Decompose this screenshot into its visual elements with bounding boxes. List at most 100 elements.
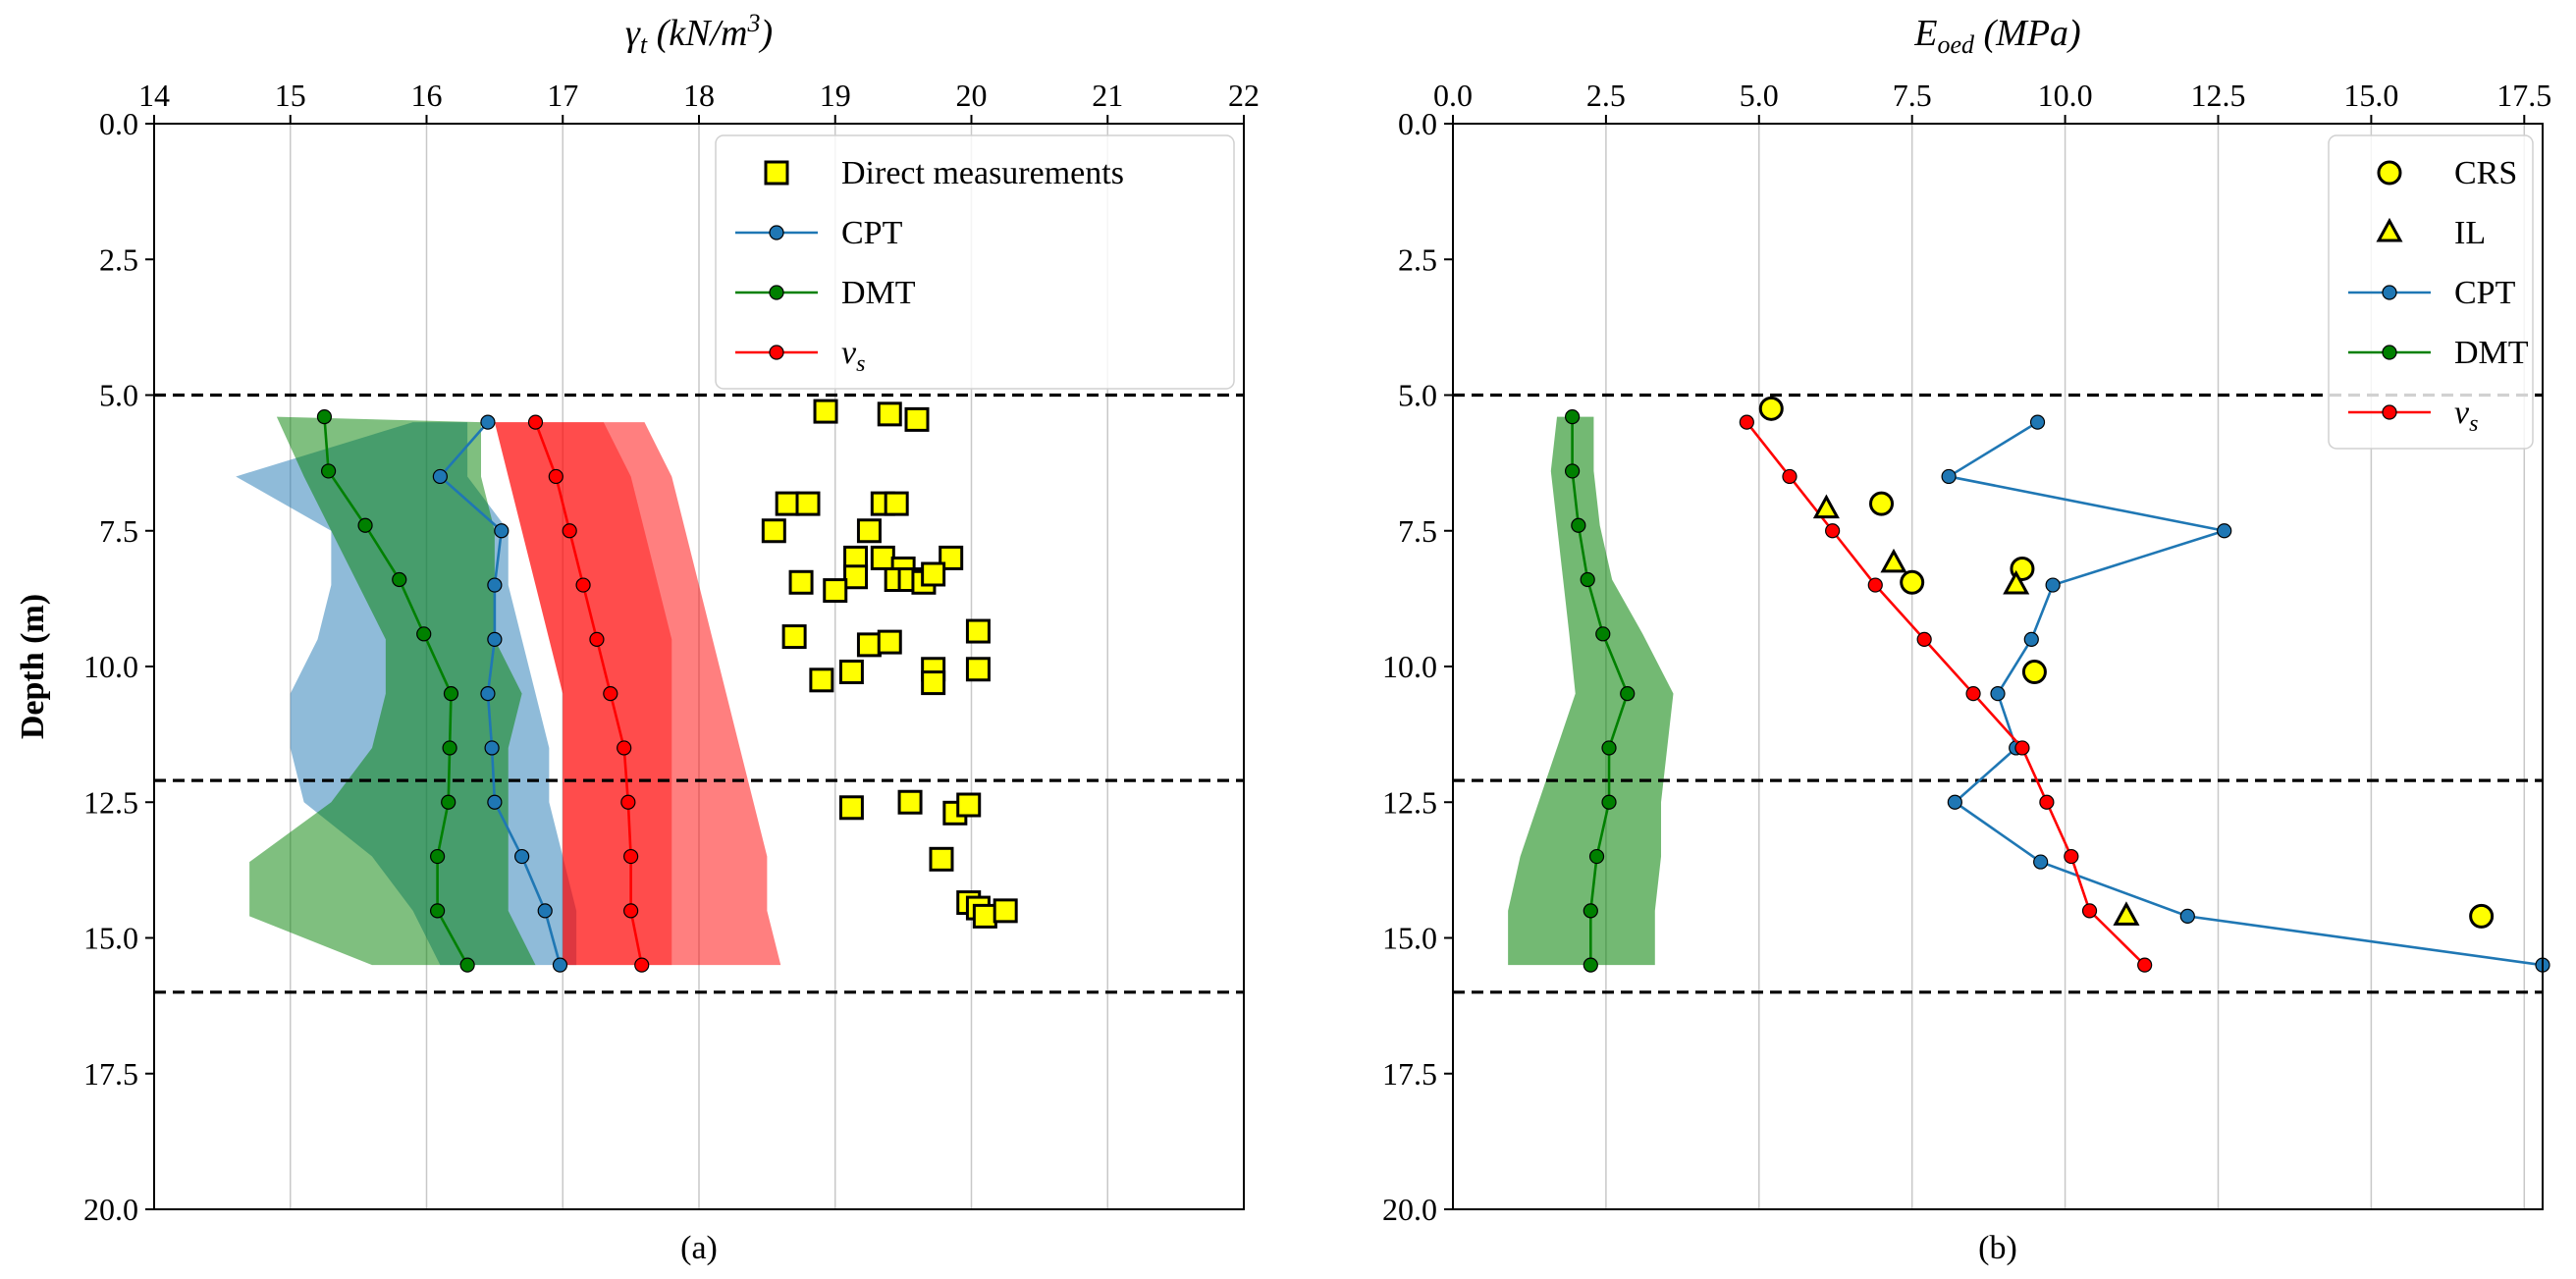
legend-label: vs <box>841 335 865 377</box>
cpt-point <box>487 577 503 593</box>
dmt-point <box>1601 794 1617 810</box>
cpt-point <box>487 631 503 647</box>
legend-direct-marker <box>764 160 789 186</box>
legend-label: DMT <box>2454 335 2529 371</box>
direct-measurement-marker <box>843 564 869 590</box>
legend-label: CRS <box>2454 155 2517 191</box>
vs-point <box>617 740 632 756</box>
dmt-point <box>1580 571 1595 588</box>
vs-range-band <box>494 422 781 966</box>
legend-crs-marker <box>2377 160 2402 186</box>
y-tick-label: 7.5 <box>1398 513 1437 549</box>
x-tick-label: 18 <box>683 78 715 113</box>
cpt-point <box>2179 908 2195 924</box>
direct-measurement-marker <box>870 545 895 570</box>
x-tick-label: 2.5 <box>1586 78 1626 113</box>
cpt-point <box>537 903 553 919</box>
direct-measurement-marker <box>838 660 864 685</box>
x-tick-label: 14 <box>138 78 170 113</box>
direct-measurement-marker <box>965 618 991 644</box>
x-axis-title: Eoed (MPa) <box>1913 13 2080 59</box>
cpt-point <box>480 414 496 430</box>
dmt-point <box>316 409 333 425</box>
legend-cpt-marker <box>769 225 784 240</box>
vs-point <box>527 414 544 430</box>
cpt-point <box>2217 523 2232 539</box>
cpt-point <box>432 468 448 485</box>
dmt-point <box>430 848 446 865</box>
cpt-point <box>514 848 530 865</box>
y-tick-label: 0.0 <box>1398 106 1437 141</box>
direct-measurement-marker <box>775 491 800 516</box>
dmt-point <box>357 517 373 533</box>
cpt-point <box>1947 794 1962 810</box>
legend-label: IL <box>2454 215 2486 251</box>
legend-dmt-marker <box>2382 345 2397 360</box>
x-tick-label: 12.5 <box>2190 78 2245 113</box>
crs-marker <box>2469 903 2495 929</box>
direct-measurement-marker <box>965 657 991 682</box>
vs-point <box>1739 414 1754 430</box>
cpt-point <box>2023 631 2039 647</box>
x-tick-label: 20 <box>956 78 988 113</box>
vs-point <box>2014 740 2030 756</box>
y-axis-label: Depth (m) <box>15 594 51 739</box>
vs-point <box>620 794 636 810</box>
dmt-point <box>442 740 457 756</box>
cpt-line <box>1945 421 2544 967</box>
y-tick-label: 10.0 <box>1382 649 1437 684</box>
direct-measurement-marker <box>823 578 848 604</box>
dmt-point <box>430 903 446 919</box>
cpt-point <box>1990 686 2006 702</box>
panel-b: 0.0 2.5 5.0 7.5 10.0 12.5 15.0 17.5 0.0 2.5 5.0 7.5… <box>1382 13 2551 1266</box>
vs-point <box>2039 794 2055 810</box>
y-tick-label: 20.0 <box>1382 1192 1437 1227</box>
x-tick-label: 5.0 <box>1740 78 1779 113</box>
vs-point <box>589 631 605 647</box>
x-tick-label: 15.0 <box>2343 78 2398 113</box>
y-tick-label: 5.0 <box>99 378 138 413</box>
direct-measurement-marker <box>788 569 814 595</box>
vs-point <box>2137 957 2153 973</box>
y-tick-label: 12.5 <box>83 784 138 820</box>
vs-point <box>2081 903 2098 919</box>
direct-measurement-marker <box>761 518 786 544</box>
legend-label: CPT <box>2454 275 2516 311</box>
vs-point <box>548 468 564 485</box>
panel-a: 14 15 16 17 18 19 20 21 22 0.0 2.5 5.0 7.5 10.0 12.5 15… <box>15 9 1260 1266</box>
cpt-point <box>480 686 496 702</box>
direct-measurement-marker <box>929 846 954 872</box>
cpt-point <box>484 740 500 756</box>
panel-label: (b) <box>1978 1230 2017 1266</box>
x-tick-label: 19 <box>820 78 851 113</box>
legend-box <box>715 134 1235 390</box>
direct-measurement-marker <box>993 898 1018 924</box>
direct-measurement-marker <box>921 670 946 696</box>
direct-measurement-marker <box>884 491 909 516</box>
dmt-point <box>441 794 456 810</box>
legend-label: Direct measurements <box>841 155 1124 191</box>
dmt-point <box>1583 903 1598 919</box>
y-tick-label: 15.0 <box>1382 921 1437 956</box>
vs-point <box>603 686 618 702</box>
legend-il-marker <box>2376 217 2403 242</box>
il-marker <box>1880 548 1907 573</box>
vs-point <box>1916 631 1932 647</box>
y-tick-label: 5.0 <box>1398 378 1437 413</box>
dmt-point <box>416 626 432 642</box>
y-tick-label: 2.5 <box>1398 241 1437 277</box>
legend-vs-marker <box>2382 404 2397 420</box>
legend-label: DMT <box>841 275 916 311</box>
direct-measurement-marker <box>921 561 946 587</box>
x-tick-label: 15 <box>275 78 306 113</box>
x-tick-label: 10.0 <box>2038 78 2093 113</box>
dmt-point <box>321 463 337 479</box>
vs-point <box>1825 523 1841 539</box>
cpt-point <box>487 794 503 810</box>
dmt-point <box>1601 740 1617 756</box>
direct-measurement-marker <box>856 632 882 658</box>
vs-point <box>634 957 650 973</box>
direct-measurement-marker <box>877 401 902 427</box>
dmt-point <box>1571 517 1586 533</box>
direct-measurement-marker <box>838 795 864 821</box>
